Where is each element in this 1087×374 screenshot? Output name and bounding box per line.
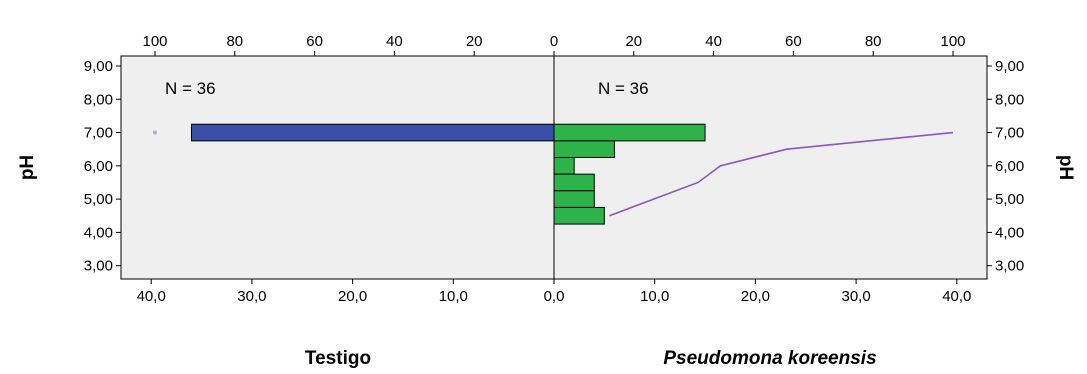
top-tick-label: 40 [386, 33, 403, 50]
y-tick-label-left: 7,00 [84, 125, 113, 142]
right-bar [553, 173, 595, 192]
right-cumulative-line [609, 131, 954, 217]
right-bar [553, 157, 575, 175]
y-tick-label-right: 6,00 [995, 158, 1024, 175]
y-tick-label-right: 8,00 [995, 91, 1024, 108]
top-tick-label: 40 [705, 33, 722, 50]
left-bar [190, 123, 555, 142]
top-tick-label: 80 [865, 33, 882, 50]
y-tick-label-right: 3,00 [995, 258, 1024, 275]
left-n-label: N = 36 [165, 79, 216, 98]
y-axis-title-left: pH [17, 155, 38, 180]
y-tick-label-left: 5,00 [84, 191, 113, 208]
x-tick-label-left-panel: 10,0 [439, 288, 468, 305]
top-tick-label: 100 [142, 33, 167, 50]
y-tick-label-right: 5,00 [995, 191, 1024, 208]
right-bar [553, 123, 706, 142]
bars-layer [190, 123, 706, 225]
y-tick-label-right: 4,00 [995, 224, 1024, 241]
right-bar [553, 206, 605, 225]
y-tick-label-left: 8,00 [84, 91, 113, 108]
y-axis-title-right: pH [1055, 155, 1076, 180]
lines-layer [153, 130, 954, 217]
y-tick-label-left: 3,00 [84, 258, 113, 275]
x-tick-label-right-panel: 40,0 [942, 288, 971, 305]
top-tick-label: 60 [306, 33, 323, 50]
top-tick-label: 60 [785, 33, 802, 50]
left-cumulative-point [153, 130, 157, 135]
top-tick-label: 0 [550, 33, 558, 50]
right-n-label: N = 36 [598, 79, 649, 98]
right-bar [553, 190, 595, 208]
x-tick-label-left-panel: 40,0 [137, 288, 166, 305]
x-tick-label-left-panel: 20,0 [338, 288, 367, 305]
y-tick-label-right: 7,00 [995, 125, 1024, 142]
top-tick-label: 20 [625, 33, 642, 50]
ticks-layer: 9,00 9,00 8,00 8,00 7,00 7,00 6,00 6,00 5,00 5,00… [84, 33, 1024, 305]
left-panel-title: Testigo [305, 348, 371, 369]
y-tick-label-left: 4,00 [84, 224, 113, 241]
top-tick-label: 100 [940, 33, 965, 50]
right-panel-title: Pseudomona koreensis [663, 348, 876, 369]
x-tick-label-right-panel: 10,0 [640, 288, 669, 305]
top-tick-label: 80 [226, 33, 243, 50]
top-tick-label: 20 [466, 33, 483, 50]
x-tick-label-right-panel: 20,0 [741, 288, 770, 305]
y-tick-label-left: 9,00 [84, 58, 113, 75]
x-tick-label-right-panel: 30,0 [841, 288, 870, 305]
y-tick-label-right: 9,00 [995, 58, 1024, 75]
x-tick-label-left-panel: 0,0 [544, 288, 565, 305]
y-tick-label-left: 6,00 [84, 158, 113, 175]
right-bar [553, 140, 615, 159]
x-tick-label-left-panel: 30,0 [237, 288, 266, 305]
